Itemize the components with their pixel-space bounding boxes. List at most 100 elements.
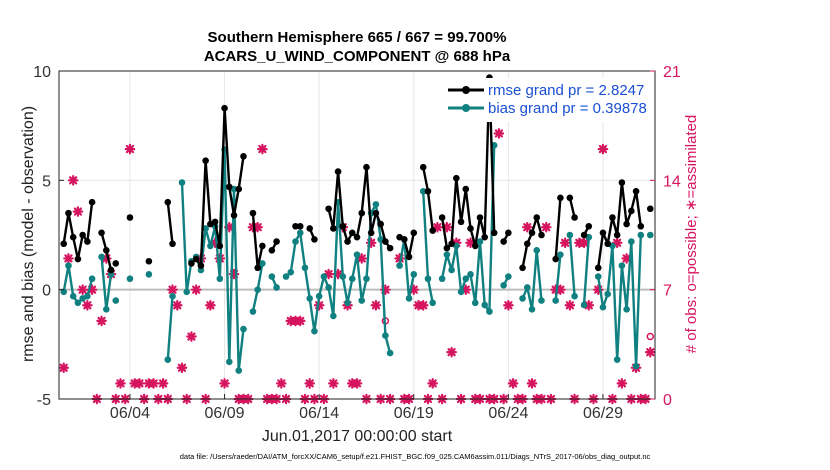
obs-assimilated-marker [63,253,74,264]
series-point [216,242,224,250]
obs-assimilated-marker [276,378,287,389]
series-point [457,218,465,226]
series-point [367,229,375,237]
series-point [453,174,460,182]
series-point [462,185,470,193]
series-point [448,240,455,248]
series-line [166,202,174,244]
series-point [552,255,559,263]
series-point [538,297,545,304]
series-point [405,253,413,261]
obs-assimilated-marker [77,284,88,295]
x-axis-label: Jun.01,2017 00:00:00 start [262,428,453,445]
series-line [568,234,576,297]
series-point [254,264,261,272]
series-point [60,288,68,296]
obs-assimilated-marker [597,143,609,155]
series-point [348,275,356,283]
series-point [221,104,228,112]
obs-assimilated-marker [176,362,188,374]
x-tick-label: 06/09 [205,405,245,422]
series-point [363,275,370,283]
series-point [320,273,328,280]
series-point [164,198,172,206]
series-point [386,244,394,252]
series-point [240,152,247,160]
y-axis-right-ticks: 21 14 7 0 [650,64,681,409]
series-point [98,229,105,237]
obs-assimilated-marker [72,206,84,217]
series-point [145,271,153,278]
series-point [183,288,191,296]
y-tick-label: 5 [42,173,51,190]
series-point [580,231,588,239]
series-point [202,225,209,232]
series-point [476,238,484,245]
series-point [476,214,484,221]
series-point [528,229,536,237]
series-point [424,187,432,195]
obs-assimilated-marker [167,284,178,295]
series-point [292,222,299,230]
series-point [287,268,295,276]
obs-assimilated-marker [294,315,306,327]
series-point [481,301,489,309]
series-point [490,229,498,237]
series-point [604,240,611,248]
series-point [523,240,531,248]
series-point [334,168,342,175]
y-right-tick-label: 21 [663,64,681,81]
series-point [618,262,626,269]
y-right-tick-label: 7 [663,283,672,300]
obs-assimilated-marker [446,346,457,358]
series-point [306,225,313,232]
series-point [207,242,214,250]
obs-assimilated-marker [578,237,590,249]
series-line [582,237,590,306]
series-line [422,191,434,304]
series-point [315,292,323,300]
series-point [429,299,436,307]
series-point [103,306,110,313]
series-point [419,187,427,195]
y-tick-label: 10 [33,64,51,81]
series-line [554,197,562,260]
series-point [344,299,351,307]
series-point [259,242,266,250]
obs-assimilated-marker [82,299,93,311]
series-point [410,271,418,278]
series-point [623,220,630,228]
series-point [259,260,266,267]
series-line [597,234,642,368]
series-point [599,229,607,237]
series-point [599,303,607,311]
series-point [557,251,564,258]
series-line [597,181,642,268]
obs-assimilated-marker [555,284,566,295]
series-point [273,238,280,245]
series-point [637,222,645,230]
series-point [88,198,96,206]
series-point [448,266,455,274]
series-point [443,244,451,252]
series-point [646,231,654,239]
series-point [107,266,115,274]
y-right-tick-label: 14 [663,173,681,190]
obs-assimilated-marker [328,378,339,389]
series-point [344,238,351,245]
series-point [628,238,635,245]
legend: rmse grand pr = 2.8247 bias grand pr = 0… [441,78,649,122]
series-point [552,297,559,304]
obs-assimilated-marker [115,378,126,389]
series-point [230,212,238,219]
x-tick-label: 06/19 [394,405,434,422]
series-point [571,214,578,221]
series-point [443,251,451,258]
series-point [69,233,77,241]
series-point [533,247,541,254]
obs-possible-marker [646,332,655,341]
series-point [372,201,380,208]
series-point [505,229,512,237]
x-tick-label: 06/24 [488,405,528,422]
series-point [377,220,384,228]
